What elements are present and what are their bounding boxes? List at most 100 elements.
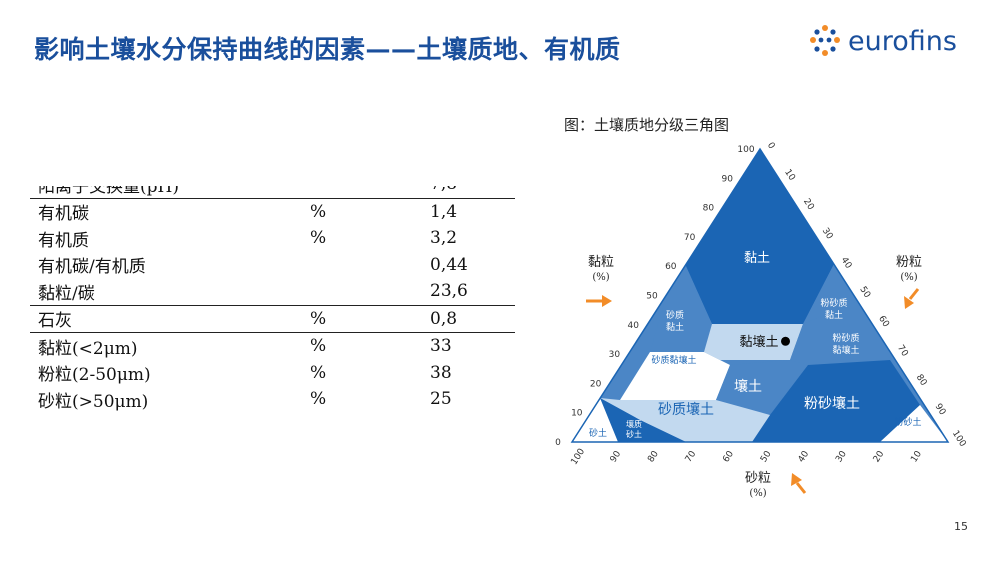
right-tick-label: 90 bbox=[933, 402, 948, 417]
zone-loamy-sand bbox=[600, 398, 686, 442]
label-silty-clay-1: 粉砂质 bbox=[820, 297, 847, 309]
row-value: 3,2 bbox=[430, 228, 458, 249]
bottom-tick-label: 80 bbox=[646, 449, 661, 464]
page-number: 15 bbox=[954, 520, 968, 533]
table-row: 有机碳% 1,4 bbox=[30, 197, 515, 225]
bottom-tick-label: 50 bbox=[759, 449, 774, 464]
zone-labels: 黏土 砂质 黏土 粉砂质 黏土 黏壤土 粉砂质 黏壤土 砂质黏壤土 壤土 粉砂壤… bbox=[589, 250, 922, 439]
zone-silty-clay-loam bbox=[790, 300, 890, 360]
row-name: 黏土矿物质(阳离子交换量) bbox=[30, 413, 310, 419]
silt-axis-label: 粉粒 bbox=[896, 255, 922, 270]
soil-properties-table-crop: 阳离子交换量(pH)7,8有机碳%1,4有机质%3,2有机碳/有机质0,44黏粒… bbox=[30, 186, 515, 418]
left-tick-label: 0 bbox=[555, 438, 561, 448]
table-row: 黏粒(<2μm)% 33 bbox=[30, 332, 515, 360]
row-name: 砂粒(>50μm) bbox=[38, 391, 149, 412]
zone-clay bbox=[685, 149, 834, 324]
label-silt-loam: 粉砂壤土 bbox=[804, 395, 860, 412]
row-value: 25 bbox=[430, 389, 452, 410]
left-tick-label: 20 bbox=[590, 379, 602, 389]
left-tick-label: 60 bbox=[665, 262, 677, 272]
slide-title: 影响土壤水分保持曲线的因素——土壤质地、有机质 bbox=[34, 35, 621, 64]
row-unit: % bbox=[310, 332, 430, 360]
row-value: 0,44 bbox=[430, 254, 468, 275]
row-unit: % bbox=[310, 228, 327, 249]
row-name: 有机碳 bbox=[30, 197, 310, 225]
zone-silty-clay bbox=[803, 264, 860, 324]
left-tick-label: 10 bbox=[571, 409, 583, 419]
label-sand: 砂土 bbox=[589, 427, 607, 439]
row-unit bbox=[310, 278, 430, 305]
clay-axis-label: 黏粒 bbox=[588, 254, 614, 270]
row-unit bbox=[310, 186, 430, 198]
axis-direction-arrows bbox=[586, 288, 920, 494]
row-name: 粉粒(2-50μm) bbox=[38, 365, 151, 386]
bottom-tick-label: 10 bbox=[909, 449, 924, 464]
table-row: 黏粒/碳 23,6 bbox=[30, 278, 515, 305]
zone-sandy-loam bbox=[600, 398, 770, 442]
label-clay: 黏土 bbox=[744, 250, 770, 266]
zone-clay-loam bbox=[704, 324, 803, 360]
label-loam: 壤土 bbox=[734, 378, 762, 395]
bottom-tick-label: 20 bbox=[872, 449, 887, 464]
label-loamy-sand-1: 壤质 bbox=[626, 419, 642, 429]
bottom-tick-label: 40 bbox=[797, 449, 812, 464]
logo-wordmark: eurofins bbox=[848, 25, 957, 57]
zone-sandy-clay bbox=[650, 264, 712, 352]
left-tick-label: 100 bbox=[737, 145, 754, 155]
row-value: 7,8 bbox=[430, 186, 515, 198]
table-row: 粉粒(2-50μm)% 38 bbox=[30, 360, 515, 387]
triangle-outline bbox=[570, 147, 950, 443]
left-tick-label: 30 bbox=[609, 350, 621, 360]
table-row: 有机碳/有机质 0,44 bbox=[30, 252, 515, 279]
axis-names: 黏粒 (%) 粉粒 (%) 砂粒 (%) bbox=[588, 254, 922, 498]
row-name: 石灰 bbox=[30, 304, 310, 333]
table-row: 石灰% 0,8 bbox=[30, 304, 515, 333]
sand-axis-unit: (%) bbox=[749, 488, 766, 498]
row-unit: mg/kg bbox=[310, 413, 430, 418]
row-unit: % bbox=[310, 304, 430, 333]
bottom-tick-label: 30 bbox=[834, 449, 849, 464]
sand-axis-label: 砂粒 bbox=[745, 471, 771, 486]
bottom-tick-label: 100 bbox=[569, 447, 587, 467]
row-value: 33 bbox=[430, 332, 515, 360]
row-unit: % bbox=[310, 362, 327, 383]
label-sandy-clay-loam: 砂质黏壤土 bbox=[651, 354, 696, 366]
bottom-tick-label: 70 bbox=[684, 449, 699, 464]
texture-zones bbox=[572, 149, 948, 442]
zone-silt bbox=[880, 405, 948, 442]
row-unit bbox=[310, 252, 430, 279]
table-body: 阳离子交换量(pH)7,8有机碳%1,4有机质%3,2有机碳/有机质0,44黏粒… bbox=[30, 186, 515, 418]
row-name: 有机碳/有机质 bbox=[38, 257, 146, 278]
left-tick-label: 40 bbox=[627, 321, 639, 331]
table-row: 阳离子交换量(pH) 7,8 bbox=[30, 186, 515, 198]
right-tick-label: 40 bbox=[839, 256, 854, 271]
right-tick-label: 100 bbox=[950, 429, 968, 449]
zone-sandy-clay-loam bbox=[620, 352, 730, 400]
table-row: 有机质% 3,2 bbox=[30, 225, 515, 252]
left-tick-label: 50 bbox=[646, 292, 658, 302]
label-sandy-clay-1: 砂质 bbox=[666, 309, 684, 321]
clay-axis-unit: (%) bbox=[592, 272, 609, 283]
left-tick-label: 90 bbox=[721, 174, 733, 184]
row-value: 1,4 bbox=[430, 197, 515, 225]
right-tick-label: 0 bbox=[765, 141, 777, 151]
zone-silt-loam bbox=[752, 360, 920, 442]
row-value: 0,8 bbox=[430, 304, 515, 333]
table-row: 砂粒(>50μm)% 25 bbox=[30, 386, 515, 413]
row-name: 阳离子交换量(pH) bbox=[38, 186, 179, 197]
right-tick-label: 50 bbox=[857, 285, 872, 300]
right-tick-label: 60 bbox=[876, 314, 891, 329]
left-tick-label: 70 bbox=[684, 233, 696, 243]
row-unit: % bbox=[310, 389, 327, 410]
eurofins-logo: eurofins bbox=[808, 24, 957, 58]
right-tick-label: 80 bbox=[914, 373, 929, 388]
silt-axis-unit: (%) bbox=[900, 272, 917, 283]
sand-arrow-icon bbox=[791, 473, 807, 494]
left-tick-label: 80 bbox=[703, 204, 715, 214]
zone-loam bbox=[716, 360, 808, 415]
row-name: 黏粒(<2μm) bbox=[30, 332, 310, 360]
silt-arrow-icon bbox=[904, 288, 920, 309]
sample-point-marker bbox=[781, 336, 790, 346]
row-name: 黏粒/碳 bbox=[38, 283, 95, 304]
